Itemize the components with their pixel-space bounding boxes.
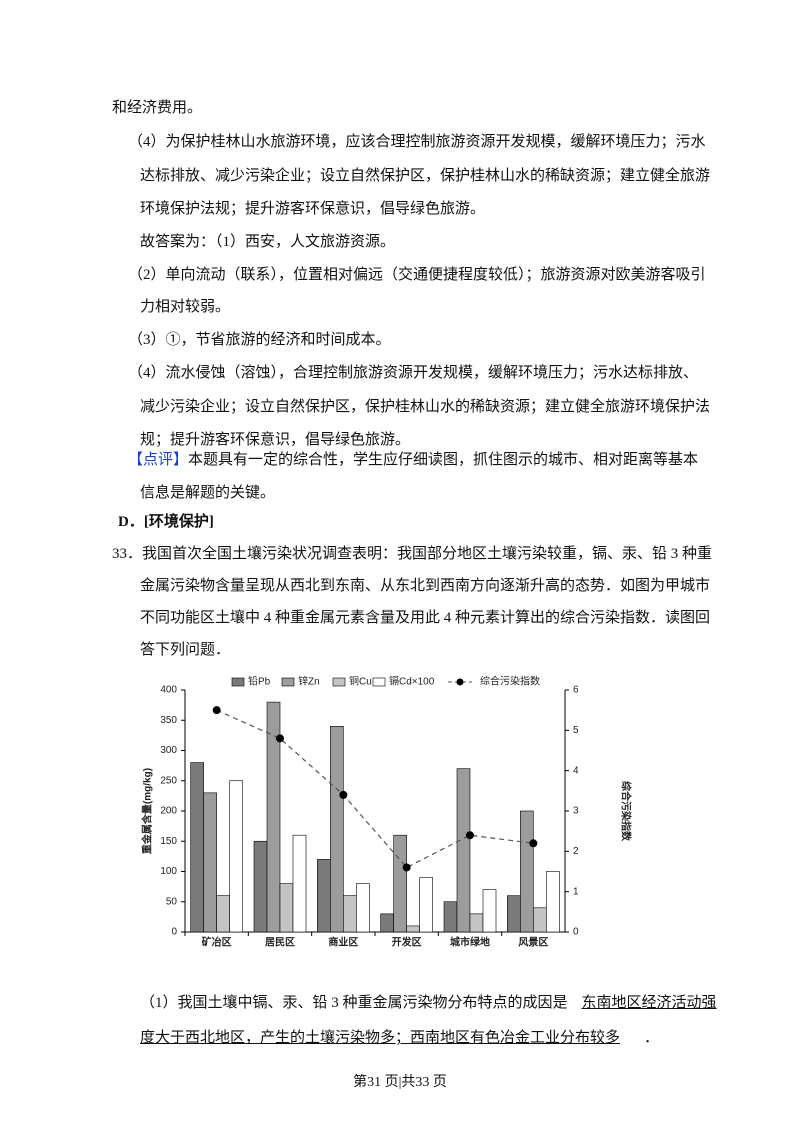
y-tick-label: 200 <box>160 806 177 817</box>
y-tick-label: 100 <box>160 866 177 877</box>
y-tick-label: 50 <box>166 896 178 907</box>
index-point <box>276 734 284 743</box>
y2-tick-label: 6 <box>573 685 579 696</box>
index-point <box>212 706 221 715</box>
bar <box>533 907 547 933</box>
text-line: 故答案为：（1）西安，人文旅游资源。 <box>140 234 396 250</box>
text-line: （4）为保护桂林山水旅游环境，应该合理控制旅游资源开发规模，缓解环境压力；污水 <box>128 134 706 150</box>
y2-tick-label: 3 <box>573 806 579 817</box>
review-line: 信息是解题的关键。 <box>140 485 276 501</box>
bar <box>380 913 394 933</box>
text-line: 力相对较弱。 <box>140 299 231 315</box>
legend-swatch <box>372 677 386 687</box>
bar <box>216 895 230 933</box>
bar <box>229 780 243 933</box>
section-title: D．[环境保护] <box>118 514 214 530</box>
y-tick-label: 150 <box>160 836 177 847</box>
legend-swatch <box>281 677 295 687</box>
bar <box>443 901 458 933</box>
y-axis-label: 重金属含量(mg/kg) <box>141 768 154 854</box>
y-tick-label: 350 <box>160 715 177 726</box>
question-line: 不同功能区土壤中 4 种重金属元素含量及用此 4 种元素计算出的综合污染指数．读… <box>140 610 711 626</box>
index-point <box>529 839 538 848</box>
answer-prefix: （1）我国土壤中镉、汞、铅 3 种重金属污染物分布特点的成因是 <box>140 995 568 1011</box>
y-tick-label: 0 <box>171 927 177 938</box>
index-point <box>402 863 411 872</box>
bar <box>190 762 204 933</box>
y2-tick-label: 1 <box>573 886 579 897</box>
bar <box>279 883 294 933</box>
index-point <box>339 790 348 799</box>
text-line: 规；提升游客环保意识，倡导绿色旅游。 <box>140 432 411 448</box>
bar <box>343 895 357 933</box>
bar <box>469 913 484 933</box>
review-label: 【点评】 <box>128 452 189 468</box>
x-tick-label: 矿冶区 <box>202 936 232 949</box>
question-line: 33．我国首次全国土壤污染状况调查表明：我国部分地区土壤污染较重，镉、汞、铅 3… <box>112 546 713 562</box>
x-tick-label: 居民区 <box>265 937 295 949</box>
y-tick-label: 300 <box>160 745 177 756</box>
bar <box>317 859 331 933</box>
answer-text: 度大于西北地区，产生的土壤污染物多；西南地区有色冶金工业分布较多 <box>140 1030 621 1046</box>
y-tick-label: 400 <box>160 685 177 696</box>
legend-label: 镉Cd×100 <box>389 675 435 688</box>
bar <box>419 877 433 933</box>
legend-swatch <box>231 677 245 687</box>
page-footer: 第31 页|共33 页 <box>353 1075 447 1090</box>
bar <box>266 701 281 933</box>
y2-tick-label: 4 <box>573 765 579 776</box>
legend-swatch <box>332 677 346 687</box>
question-line: 金属污染物含量呈现从西北到东南、从东北到西南方向逐渐升高的态势．如图为甲城市 <box>140 578 711 594</box>
bar <box>546 871 560 933</box>
answer-line: 度大于西北地区，产生的土壤污染物多；西南地区有色冶金工业分布较多 ． <box>140 1028 659 1048</box>
text-line: 减少污染企业；设立自然保护区，保护桂林山水的稀缺资源；建立健全旅游环境保护法 <box>140 399 711 415</box>
bar <box>406 925 420 933</box>
y-tick-label: 250 <box>160 775 177 786</box>
question-line: 答下列问题． <box>140 642 231 658</box>
bar <box>393 834 407 933</box>
legend-label: 综合污染指数 <box>480 675 540 688</box>
text-line: 达标排放、减少污染企业；设立自然保护区，保护桂林山水的稀缺资源；建立健全旅游 <box>140 168 711 184</box>
index-point <box>466 831 474 840</box>
y2-axis-label: 综合污染指数 <box>619 781 632 842</box>
bar <box>356 883 370 933</box>
bar <box>456 768 471 933</box>
answer-line: （1）我国土壤中镉、汞、铅 3 种重金属污染物分布特点的成因是 东南地区经济活动强 <box>140 993 717 1013</box>
text-line: 和经济费用。 <box>112 100 203 116</box>
review-line: 【点评】本题具有一定的综合性，学生应仔细读图，抓住图示的城市、相对距离等基本 <box>128 450 698 470</box>
legend-label: 锌Zn <box>298 675 320 688</box>
bar <box>507 895 521 933</box>
bar <box>253 840 268 933</box>
y2-tick-label: 0 <box>573 927 579 938</box>
answer-text: 东南地区经济活动强 <box>581 995 717 1011</box>
text-line: （4）流水侵蚀（溶蚀），合理控制旅游资源开发规模，缓解环境压力；污水达标排放、 <box>128 365 699 381</box>
y2-tick-label: 2 <box>573 846 579 857</box>
y2-tick-label: 5 <box>573 725 579 736</box>
text-line: （3）①，节省旅游的经济和时间成本。 <box>128 332 391 348</box>
text-line: 环境保护法规；提升游客环保意识，倡导绿色旅游。 <box>140 201 486 217</box>
x-tick-label: 商业区 <box>328 936 358 949</box>
chart: 0 50 100 150 200 250 300 350 400 0 1 2 3 4 5 6 重金属含量(mg/… <box>141 675 633 949</box>
index-line <box>216 709 534 869</box>
x-tick-label: 城市绿地 <box>450 936 490 949</box>
bar <box>482 889 497 933</box>
bar <box>203 792 217 933</box>
legend-label: 铜Cu <box>349 676 372 688</box>
x-tick-label: 风景区 <box>518 937 548 949</box>
x-tick-label: 开发区 <box>392 936 422 949</box>
bar <box>520 810 534 933</box>
bar <box>292 834 307 933</box>
legend-marker <box>456 678 464 686</box>
review-text: 本题具有一定的综合性，学生应仔细读图，抓住图示的城市、相对距离等基本 <box>188 452 699 468</box>
bar <box>330 726 344 933</box>
answer-suffix: ． <box>644 1030 660 1046</box>
legend-label: 铅Pb <box>248 675 271 688</box>
text-line: （2）单向流动（联系），位置相对偏远（交通便捷程度较低）；旅游资源对欧美游客吸引 <box>128 267 706 283</box>
